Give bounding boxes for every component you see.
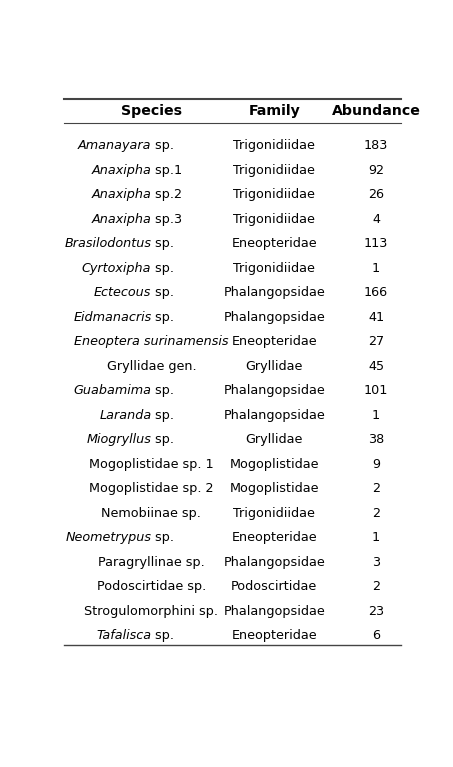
Text: sp.: sp. [151,311,174,324]
Text: Brasilodontus: Brasilodontus [64,237,151,250]
Text: 2: 2 [372,581,380,594]
Text: sp.: sp. [151,384,174,397]
Text: Eneopteridae: Eneopteridae [231,335,317,348]
Text: 92: 92 [368,163,384,176]
Text: sp.: sp. [151,630,174,642]
Text: Mogoplistidae: Mogoplistidae [230,458,319,471]
Text: Trigonidiidae: Trigonidiidae [233,139,315,152]
Text: 23: 23 [368,605,384,617]
Text: sp.: sp. [151,532,174,545]
Text: 2: 2 [372,482,380,495]
Text: Eneopteridae: Eneopteridae [231,630,317,642]
Text: Trigonidiidae: Trigonidiidae [233,262,315,275]
Text: Gryllidae: Gryllidae [246,360,303,373]
Text: Phalangopsidae: Phalangopsidae [223,384,325,397]
Text: 183: 183 [364,139,388,152]
Text: 1: 1 [372,409,380,422]
Text: Abundance: Abundance [332,104,420,118]
Text: Podoscirtidae: Podoscirtidae [231,581,318,594]
Text: 38: 38 [368,433,384,446]
Text: 113: 113 [364,237,388,250]
Text: sp.2: sp.2 [151,188,183,201]
Text: Phalangopsidae: Phalangopsidae [223,311,325,324]
Text: Trigonidiidae: Trigonidiidae [233,163,315,176]
Text: Mogoplistidae sp. 2: Mogoplistidae sp. 2 [89,482,214,495]
Text: Amanayara: Amanayara [78,139,151,152]
Text: Phalangopsidae: Phalangopsidae [223,409,325,422]
Text: Gryllidae gen.: Gryllidae gen. [106,360,196,373]
Text: Family: Family [248,104,300,118]
Text: Trigonidiidae: Trigonidiidae [233,188,315,201]
Text: Trigonidiidae: Trigonidiidae [233,507,315,520]
Text: Strogulomorphini sp.: Strogulomorphini sp. [84,605,218,617]
Text: Mogoplistidae: Mogoplistidae [230,482,319,495]
Text: Phalangopsidae: Phalangopsidae [223,556,325,569]
Text: Miogryllus: Miogryllus [87,433,151,446]
Text: Anaxipha: Anaxipha [92,188,151,201]
Text: Paragryllinae sp.: Paragryllinae sp. [98,556,205,569]
Text: Podoscirtidae sp.: Podoscirtidae sp. [97,581,206,594]
Text: 101: 101 [364,384,388,397]
Text: 27: 27 [368,335,384,348]
Text: 9: 9 [372,458,380,471]
Text: sp.: sp. [151,409,174,422]
Text: Laranda: Laranda [99,409,151,422]
Text: 1: 1 [372,262,380,275]
Text: sp.: sp. [151,286,174,299]
Text: Eneopteridae: Eneopteridae [231,237,317,250]
Text: Eneopteridae: Eneopteridae [231,532,317,545]
Text: 4: 4 [372,212,380,225]
Text: Anaxipha: Anaxipha [92,212,151,225]
Text: Trigonidiidae: Trigonidiidae [233,212,315,225]
Text: 1: 1 [372,532,380,545]
Text: Nemobiinae sp.: Nemobiinae sp. [101,507,201,520]
Text: 3: 3 [372,556,380,569]
Text: Guabamima: Guabamima [73,384,151,397]
Text: sp.: sp. [151,433,174,446]
Text: sp.3: sp.3 [151,212,183,225]
Text: Phalangopsidae: Phalangopsidae [223,286,325,299]
Text: Neometrypus: Neometrypus [65,532,151,545]
Text: 2: 2 [372,507,380,520]
Text: 166: 166 [364,286,388,299]
Text: Eidmanacris: Eidmanacris [73,311,151,324]
Text: Tafalisca: Tafalisca [96,630,151,642]
Text: Mogoplistidae sp. 1: Mogoplistidae sp. 1 [89,458,214,471]
Text: sp.: sp. [151,262,174,275]
Text: 26: 26 [368,188,384,201]
Text: Eneoptera surinamensis: Eneoptera surinamensis [74,335,229,348]
Text: Cyrtoxipha: Cyrtoxipha [82,262,151,275]
Text: sp.: sp. [151,139,174,152]
Text: 41: 41 [368,311,384,324]
Text: Phalangopsidae: Phalangopsidae [223,605,325,617]
Text: sp.: sp. [151,237,174,250]
Text: Anaxipha: Anaxipha [92,163,151,176]
Text: sp.1: sp.1 [151,163,183,176]
Text: Gryllidae: Gryllidae [246,433,303,446]
Text: 6: 6 [372,630,380,642]
Text: Ectecous: Ectecous [94,286,151,299]
Text: 45: 45 [368,360,384,373]
Text: Species: Species [121,104,182,118]
